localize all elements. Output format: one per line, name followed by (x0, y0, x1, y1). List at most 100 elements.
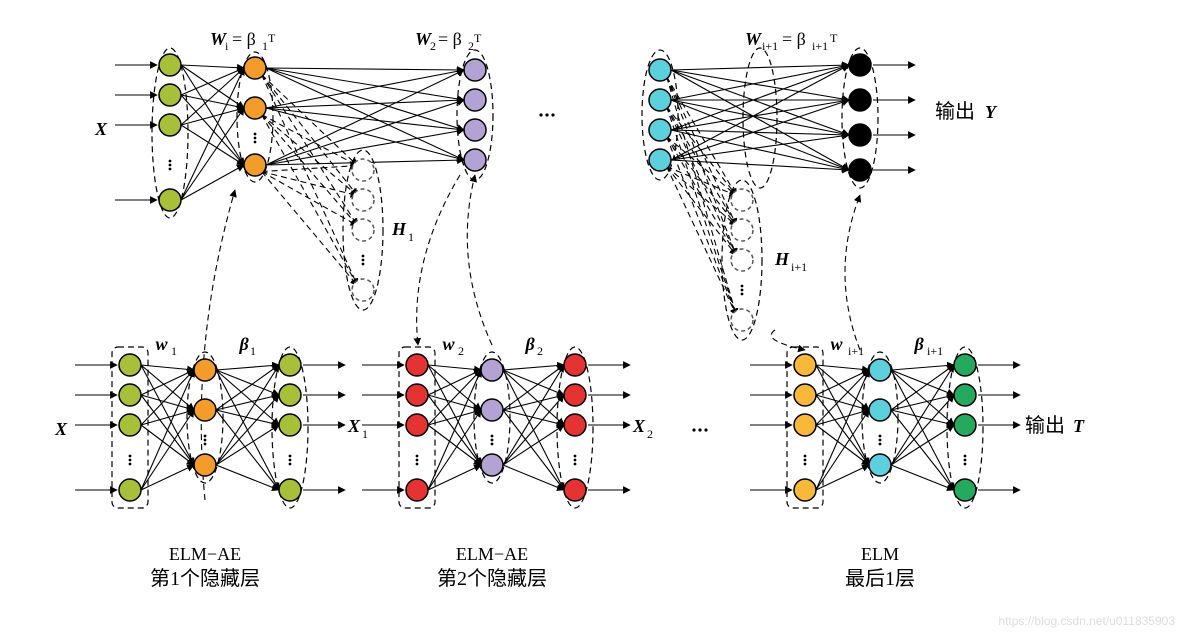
node (464, 119, 486, 141)
node (352, 279, 374, 301)
svg-text:w: w (156, 334, 169, 354)
labels: XWi= β1TW2= β2TH1Wi+1= βi+1T输出 YHi+1XwβE… (54, 29, 1175, 628)
svg-text:H: H (391, 219, 407, 239)
node (352, 189, 374, 211)
node (159, 84, 181, 106)
svg-text:ELM−AE: ELM−AE (169, 544, 241, 564)
svg-text:1: 1 (408, 230, 414, 244)
svg-text:β: β (525, 334, 536, 354)
svg-text:i+1: i+1 (812, 39, 828, 53)
svg-text:ELM: ELM (861, 544, 899, 564)
svg-text:W: W (745, 29, 763, 49)
node (564, 384, 586, 406)
svg-text:2: 2 (537, 344, 543, 358)
node (731, 189, 753, 211)
node (649, 119, 671, 141)
node (869, 359, 891, 381)
node (352, 219, 374, 241)
svg-text:i+1: i+1 (927, 344, 943, 358)
svg-text:最后1层: 最后1层 (845, 567, 915, 590)
svg-text:X: X (632, 416, 646, 436)
svg-text:2: 2 (430, 39, 436, 53)
node (194, 399, 216, 421)
svg-text:T: T (474, 31, 482, 45)
node (352, 159, 374, 181)
svg-text:2: 2 (458, 344, 464, 358)
svg-text:1: 1 (250, 344, 256, 358)
node (869, 454, 891, 476)
node (731, 219, 753, 241)
node (869, 399, 891, 421)
node (279, 479, 301, 501)
node (159, 189, 181, 211)
svg-text:第1个隐藏层: 第1个隐藏层 (150, 567, 260, 590)
node (794, 414, 816, 436)
node (194, 454, 216, 476)
node (794, 354, 816, 376)
node (406, 479, 428, 501)
svg-text:T: T (1073, 416, 1085, 436)
node (244, 154, 266, 176)
node (119, 479, 141, 501)
node (406, 414, 428, 436)
svg-text:ELM−AE: ELM−AE (456, 544, 528, 564)
svg-text:输出: 输出 (935, 100, 975, 123)
svg-text:= β: = β (232, 29, 256, 49)
svg-text:Y: Y (985, 102, 998, 122)
node (794, 384, 816, 406)
node (159, 54, 181, 76)
node (649, 149, 671, 171)
node (119, 414, 141, 436)
svg-text:输出: 输出 (1025, 414, 1065, 437)
svg-text:i+1: i+1 (791, 260, 807, 274)
node (954, 414, 976, 436)
node (954, 354, 976, 376)
node (849, 54, 871, 76)
svg-text:w: w (443, 334, 456, 354)
node (244, 97, 266, 119)
node (849, 89, 871, 111)
svg-text:X: X (54, 419, 68, 439)
node (481, 454, 503, 476)
svg-text:2: 2 (647, 427, 653, 441)
svg-text:i: i (225, 39, 229, 53)
node (119, 384, 141, 406)
node (279, 354, 301, 376)
svg-text:1: 1 (171, 344, 177, 358)
node (159, 114, 181, 136)
edges (75, 48, 1020, 508)
node (649, 89, 671, 111)
svg-text:1: 1 (362, 427, 368, 441)
svg-text:第2个隐藏层: 第2个隐藏层 (437, 567, 547, 590)
svg-text:X: X (94, 119, 108, 139)
node (954, 384, 976, 406)
svg-text:β: β (239, 334, 250, 354)
node (954, 479, 976, 501)
node (731, 249, 753, 271)
node (481, 399, 503, 421)
node (564, 479, 586, 501)
svg-text:T: T (830, 31, 838, 45)
node (731, 309, 753, 331)
nodes (119, 54, 976, 501)
svg-text:w: w (831, 334, 844, 354)
svg-text:= β: = β (438, 29, 462, 49)
svg-text:https://blog.csdn.net/u0118359: https://blog.csdn.net/u011835903 (998, 614, 1175, 628)
node (464, 149, 486, 171)
diagram-root: XWi= β1TW2= β2TH1Wi+1= βi+1T输出 YHi+1XwβE… (0, 0, 1180, 632)
node (564, 414, 586, 436)
node (279, 384, 301, 406)
svg-text:i+1: i+1 (848, 344, 864, 358)
node (279, 414, 301, 436)
node (481, 359, 503, 381)
svg-text:= β: = β (782, 29, 806, 49)
svg-text:β: β (914, 334, 925, 354)
node (649, 59, 671, 81)
node (464, 59, 486, 81)
node (794, 479, 816, 501)
node (406, 384, 428, 406)
svg-text:i+1: i+1 (762, 39, 778, 53)
node (464, 89, 486, 111)
node (119, 354, 141, 376)
node (849, 124, 871, 146)
